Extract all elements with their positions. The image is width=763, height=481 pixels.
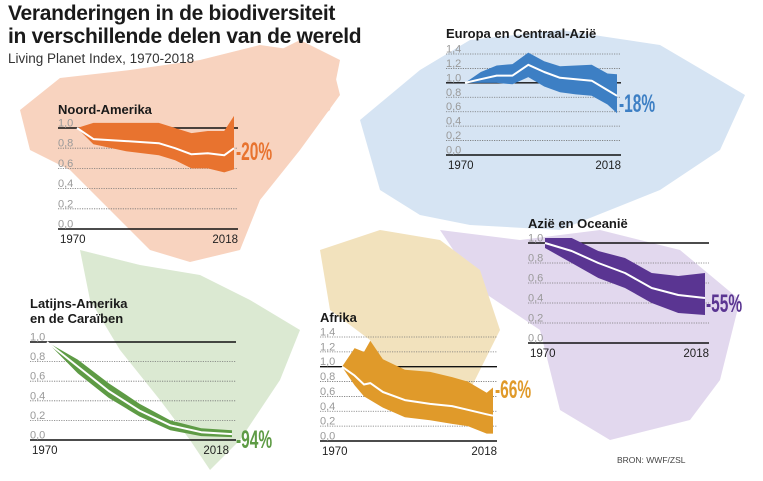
chart-title: Azië en Oceanië — [528, 216, 628, 231]
y-tick-label: 0,6 — [446, 101, 461, 113]
y-tick-label: 0,2 — [446, 130, 461, 142]
y-tick-label: 0,4 — [528, 293, 543, 305]
x-tick-label: 2018 — [471, 446, 497, 458]
y-tick-label: 0,0 — [528, 333, 543, 345]
y-tick-label: 0,8 — [446, 87, 461, 99]
x-tick-label: 1970 — [530, 348, 556, 360]
chart-panel-1: Noord-Amerika 0,0 0,2 0,4 0,6 0,8 1,0 1970 2018 -… — [58, 102, 272, 246]
y-tick-label: 0,6 — [30, 371, 45, 383]
index-line — [544, 242, 706, 299]
index-line — [464, 63, 618, 97]
chart-panel-2: Europa en Centraal-Azië 0,0 0,2 0,4 0,6 0,8 1,… — [446, 26, 655, 172]
y-tick-label: 0,2 — [30, 410, 45, 422]
chart-panel-3: Azië en Oceanië 0,0 0,2 0,4 0,6 0,8 1,0 1970 201… — [528, 216, 742, 360]
confidence-band — [465, 52, 617, 114]
y-tick-label: 0,6 — [528, 273, 543, 285]
subtitle: Living Planet Index, 1970-2018 — [8, 51, 195, 66]
y-tick-label: 0,6 — [58, 158, 73, 170]
x-tick-label: 1970 — [448, 160, 474, 172]
y-tick-label: 1,2 — [320, 341, 335, 353]
y-tick-label: 1,0 — [320, 356, 335, 368]
y-tick-label: 0,8 — [58, 138, 73, 150]
source-credit: BRON: WWF/ZSL — [617, 455, 686, 465]
y-tick-label: 1,4 — [446, 44, 461, 56]
chart-title: en de Caraïben — [30, 311, 123, 326]
chart-title: Afrika — [320, 310, 358, 325]
y-tick-label: 1,0 — [30, 332, 45, 344]
index-line — [76, 127, 235, 157]
x-tick-label: 2018 — [203, 445, 229, 457]
change-percentage-label: -18% — [619, 90, 655, 118]
y-tick-label: 0,0 — [30, 430, 45, 442]
y-tick-label: 0,0 — [446, 145, 461, 157]
y-tick-label: 0,4 — [30, 390, 45, 402]
y-tick-label: 0,2 — [528, 313, 543, 325]
change-percentage-label: -94% — [236, 426, 272, 454]
x-tick-label: 1970 — [60, 234, 86, 246]
y-tick-label: 0,6 — [320, 386, 335, 398]
y-tick-label: 1,4 — [320, 327, 335, 339]
y-tick-label: 0,4 — [446, 116, 461, 128]
index-line — [46, 341, 233, 436]
y-tick-label: 1,0 — [58, 118, 73, 130]
change-percentage-label: -55% — [706, 290, 742, 318]
y-tick-label: 0,0 — [58, 219, 73, 231]
x-tick-label: 2018 — [683, 348, 709, 360]
x-tick-label: 2018 — [595, 160, 621, 172]
y-tick-label: 1,2 — [446, 58, 461, 70]
title-line-1: Veranderingen in de biodiversiteit — [8, 2, 336, 25]
latin-america-shape — [80, 250, 300, 470]
y-tick-label: 0,8 — [528, 253, 543, 265]
page-title: Veranderingen in de biodiversiteit in ve… — [8, 2, 362, 48]
chart-title: Europa en Centraal-Azië — [446, 26, 596, 41]
y-tick-label: 0,2 — [320, 416, 335, 428]
y-tick-label: 0,2 — [58, 198, 73, 210]
y-tick-label: 0,8 — [30, 351, 45, 363]
change-percentage-label: -20% — [236, 138, 272, 166]
y-tick-label: 0,8 — [320, 371, 335, 383]
x-tick-label: 2018 — [212, 234, 238, 246]
x-tick-label: 1970 — [32, 445, 58, 457]
y-tick-label: 0,4 — [58, 178, 73, 190]
title-line-2: in verschillende delen van de wereld — [8, 25, 362, 48]
chart-title: Noord-Amerika — [58, 102, 153, 117]
chart-panel-5: Afrika 0,0 0,2 0,4 0,6 0,8 1,0 1,2 1,4 1970 2018 -6… — [320, 310, 531, 458]
y-tick-label: 0,4 — [320, 401, 335, 413]
confidence-band — [47, 342, 232, 438]
y-tick-label: 0,0 — [320, 431, 335, 443]
x-tick-label: 1970 — [322, 446, 348, 458]
y-tick-label: 1,0 — [528, 233, 543, 245]
greenland-shape — [250, 40, 340, 140]
confidence-band — [342, 340, 493, 434]
change-percentage-label: -66% — [495, 376, 531, 404]
y-tick-label: 1,0 — [446, 72, 461, 84]
africa-shape — [320, 230, 500, 420]
chart-title: Latijns-Amerika — [30, 296, 128, 311]
index-line — [341, 365, 494, 417]
eurasia-shape — [360, 30, 745, 230]
confidence-band — [77, 115, 234, 173]
